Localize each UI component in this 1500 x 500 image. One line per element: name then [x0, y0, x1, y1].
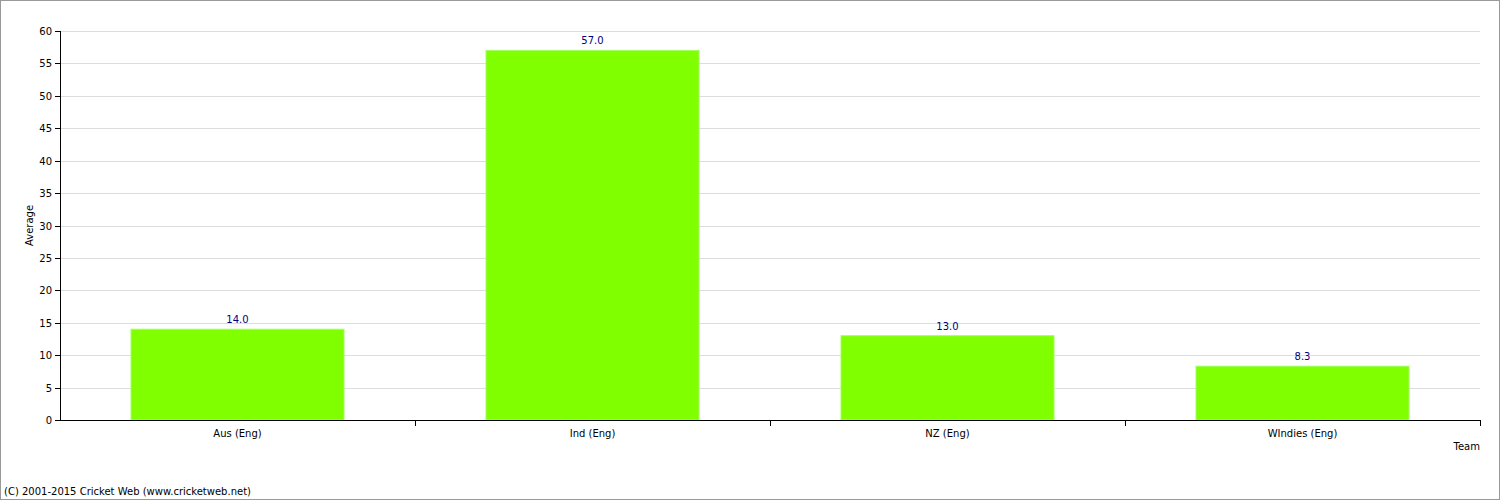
- grid-line: [60, 128, 1480, 129]
- bar: [131, 329, 344, 420]
- y-axis: [60, 31, 61, 420]
- x-tick: [1480, 420, 1481, 426]
- bar: [841, 336, 1054, 420]
- y-tick-label: 50: [39, 91, 52, 102]
- y-tick: [55, 31, 60, 32]
- x-axis-title: Team: [1453, 441, 1480, 452]
- y-tick-label: 60: [39, 26, 52, 37]
- y-axis-title: Average: [24, 205, 35, 246]
- chart: 0 5 10 15 20 25 30 35 40 45 50 55 60 14.0 57.0 13.0 8.3 A…: [0, 0, 1500, 500]
- frame: [1, 1, 1500, 500]
- grid-line: [60, 63, 1480, 64]
- y-tick: [55, 226, 60, 227]
- grid-line: [60, 96, 1480, 97]
- x-tick-label: NZ (Eng): [925, 428, 969, 439]
- grid-line: [60, 258, 1480, 259]
- y-tick: [55, 63, 60, 64]
- y-tick-label: 45: [39, 123, 52, 134]
- grid-line: [60, 31, 1480, 32]
- y-tick: [55, 96, 60, 97]
- x-tick: [415, 420, 416, 426]
- x-tick-label: Ind (Eng): [570, 428, 616, 439]
- y-tick: [55, 161, 60, 162]
- y-tick-label: 5: [46, 383, 52, 394]
- x-tick-label: Aus (Eng): [213, 428, 261, 439]
- grid-line: [60, 226, 1480, 227]
- grid-line: [60, 161, 1480, 162]
- x-tick: [770, 420, 771, 426]
- y-tick-label: 15: [39, 318, 52, 329]
- grid-line: [60, 290, 1480, 291]
- x-tick-label: WIndies (Eng): [1268, 428, 1338, 439]
- data-label: 14.0: [226, 314, 248, 325]
- y-tick-label: 0: [46, 415, 52, 426]
- source-credit: (C) 2001-2015 Cricket Web (www.cricketwe…: [4, 486, 251, 497]
- bar: [1196, 366, 1409, 420]
- data-label: 8.3: [1295, 351, 1311, 362]
- bars: [131, 50, 1409, 420]
- y-tick: [55, 323, 60, 324]
- y-tick: [55, 420, 60, 421]
- x-tick: [1125, 420, 1126, 426]
- data-label: 13.0: [936, 321, 958, 332]
- y-tick: [55, 290, 60, 291]
- y-tick-label: 35: [39, 188, 52, 199]
- grid-line: [60, 323, 1480, 324]
- y-tick: [55, 193, 60, 194]
- y-tick-label: 30: [39, 221, 52, 232]
- y-tick: [55, 388, 60, 389]
- grid-line: [60, 193, 1480, 194]
- data-label: 57.0: [581, 35, 603, 46]
- y-tick-label: 25: [39, 253, 52, 264]
- y-tick-label: 40: [39, 156, 52, 167]
- y-tick: [55, 128, 60, 129]
- y-tick: [55, 355, 60, 356]
- y-tick-label: 10: [39, 350, 52, 361]
- y-tick: [55, 258, 60, 259]
- y-tick-label: 20: [39, 285, 52, 296]
- y-tick-label: 55: [39, 58, 52, 69]
- bar: [486, 50, 699, 420]
